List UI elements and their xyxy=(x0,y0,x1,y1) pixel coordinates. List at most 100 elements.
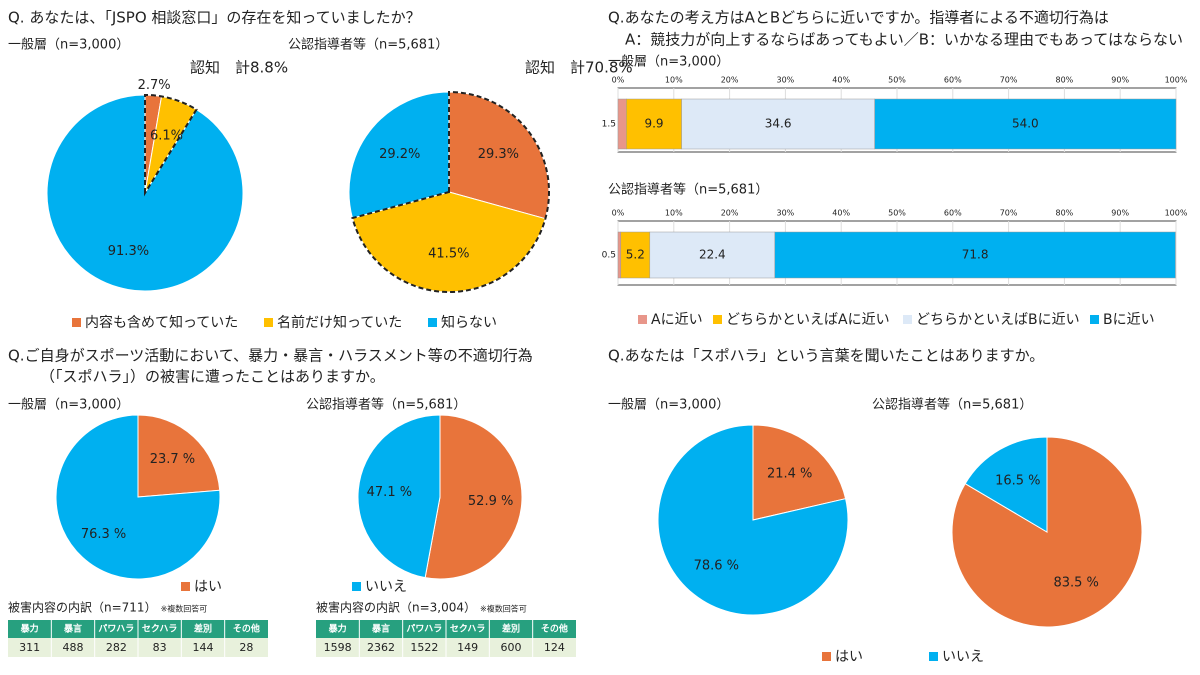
pie-value-label: 29.3% xyxy=(478,147,519,162)
table-cell: 488 xyxy=(63,641,84,654)
pie-value-label: 76.3 % xyxy=(81,527,126,542)
table-header: セクハラ xyxy=(450,624,486,635)
table-note: ※複数回答可 xyxy=(480,604,527,614)
aware-outline xyxy=(351,90,550,293)
table-cell: 1598 xyxy=(324,641,352,654)
pie-slice xyxy=(137,414,221,498)
bar-value-label: 1.5 xyxy=(602,120,616,130)
table-header: その他 xyxy=(233,623,260,635)
x-tick-label: 10% xyxy=(665,209,683,218)
legend-label: 知らない xyxy=(441,314,497,331)
annotation: 認知 計8.8% xyxy=(190,59,288,77)
x-tick-label: 20% xyxy=(721,209,739,218)
pie-slice xyxy=(657,424,849,616)
x-tick-label: 30% xyxy=(777,76,795,85)
table-cell: 124 xyxy=(544,641,565,654)
x-tick-label: 60% xyxy=(944,209,962,218)
pie-slice xyxy=(752,424,847,521)
bar-segment xyxy=(649,231,776,279)
pie-value-label: 6.1% xyxy=(150,129,183,144)
question: Q.ご自身がスポーツ活動において、暴力・暴言・ハラスメント等の不適切行為 xyxy=(8,347,533,365)
table-header: 差別 xyxy=(194,623,212,635)
x-tick-label: 50% xyxy=(888,209,906,218)
table-header: パワハラ xyxy=(406,623,442,635)
legend-label: いいえ xyxy=(942,649,984,665)
chart-subtitle: 公認指導者等（n=5,681） xyxy=(872,397,1032,413)
legend-marker xyxy=(903,315,912,324)
table-header: 暴力 xyxy=(20,623,39,635)
table-cell: 282 xyxy=(106,641,127,654)
pie-value-label: 47.1 % xyxy=(367,485,412,500)
aware-outline xyxy=(144,93,198,197)
bar-segment xyxy=(681,98,875,150)
x-tick-label: 100% xyxy=(1165,76,1188,85)
x-tick-label: 80% xyxy=(1056,209,1074,218)
legend-label: どちらかといえばBに近い xyxy=(916,312,1080,328)
x-tick-label: 50% xyxy=(888,76,906,85)
table-header: 暴言 xyxy=(371,623,390,635)
table-cell: 144 xyxy=(193,641,214,654)
x-tick-label: 70% xyxy=(1000,76,1018,85)
question: A：競技力が向上するならばあってもよい／B：いかなる理由でもあってはならない xyxy=(625,31,1183,49)
chart-subtitle: 一般層（n=3,000） xyxy=(8,397,129,413)
pie-slice xyxy=(424,414,523,580)
annotation: 認知 計70.8% xyxy=(525,59,633,77)
table-note: ※複数回答可 xyxy=(161,604,208,614)
legend-label: Bに近い xyxy=(1103,312,1155,328)
legend-marker xyxy=(638,315,647,324)
pie-value-label: 91.3% xyxy=(108,244,149,259)
bar-segment xyxy=(620,231,651,279)
x-tick-label: 10% xyxy=(665,76,683,85)
x-tick-label: 0% xyxy=(612,76,625,85)
legend-marker xyxy=(822,652,831,661)
legend-label: 名前だけ知っていた xyxy=(277,314,402,331)
pie-value-label: 78.6 % xyxy=(694,559,739,574)
legend-label: 内容も含めて知っていた xyxy=(85,314,238,331)
pie-value-label: 41.5% xyxy=(428,246,469,261)
question: （「スポハラ」）の被害に遭ったことはありますか。 xyxy=(40,368,385,386)
legend-marker xyxy=(929,652,938,661)
x-tick-label: 80% xyxy=(1056,76,1074,85)
legend-label: どちらかといえばAに近い xyxy=(726,312,890,328)
legend-marker xyxy=(72,318,81,327)
legend-marker xyxy=(428,318,437,327)
bar-value-label: 34.6 xyxy=(765,117,792,131)
table-header: その他 xyxy=(541,623,568,635)
bar-segment xyxy=(617,98,627,150)
legend-marker xyxy=(181,582,190,591)
table-cell: 2362 xyxy=(367,641,395,654)
pie-slice xyxy=(55,414,221,580)
pie-value-label: 21.4 % xyxy=(767,466,812,481)
x-tick-label: 30% xyxy=(777,209,795,218)
pie-value-label: 52.9 % xyxy=(468,494,513,509)
table-cell: 83 xyxy=(153,641,167,654)
bar-segment xyxy=(874,98,1177,150)
bar-segment xyxy=(617,231,622,279)
table-cell: 28 xyxy=(239,641,253,654)
legend-label: Aに近い xyxy=(651,312,703,328)
x-tick-label: 70% xyxy=(1000,209,1018,218)
pie-value-label: 23.7 % xyxy=(150,452,195,467)
pie-slice xyxy=(964,436,1048,533)
chart-subtitle: 公認指導者等（n=5,681） xyxy=(288,37,448,53)
pie-value-label: 2.7% xyxy=(138,78,171,93)
legend-label: いいえ xyxy=(365,579,407,595)
x-tick-label: 90% xyxy=(1111,76,1129,85)
pie-value-label: 83.5 % xyxy=(1053,576,1098,591)
table-header: セクハラ xyxy=(142,624,178,635)
bar-value-label: 0.5 xyxy=(602,251,616,261)
bar-value-label: 22.4 xyxy=(699,248,726,262)
legend-label: はい xyxy=(835,649,863,665)
x-tick-label: 20% xyxy=(721,76,739,85)
table-header: 暴言 xyxy=(63,623,82,635)
question: Q.あなたの考え方はAとBどちらに近いですか。指導者による不適切行為は xyxy=(608,9,1109,27)
table-header: パワハラ xyxy=(98,623,134,635)
pie-value-label: 16.5 % xyxy=(995,473,1040,488)
pie-value-label: 29.2% xyxy=(379,147,420,162)
chart-subtitle: 一般層（n=3,000） xyxy=(608,397,729,413)
bar-value-label: 54.0 xyxy=(1012,117,1039,131)
pie-slice xyxy=(348,91,450,219)
table-title: 被害内容の内訳（n=711） xyxy=(8,600,157,615)
bar-segment xyxy=(626,98,682,150)
x-tick-label: 100% xyxy=(1165,209,1188,218)
